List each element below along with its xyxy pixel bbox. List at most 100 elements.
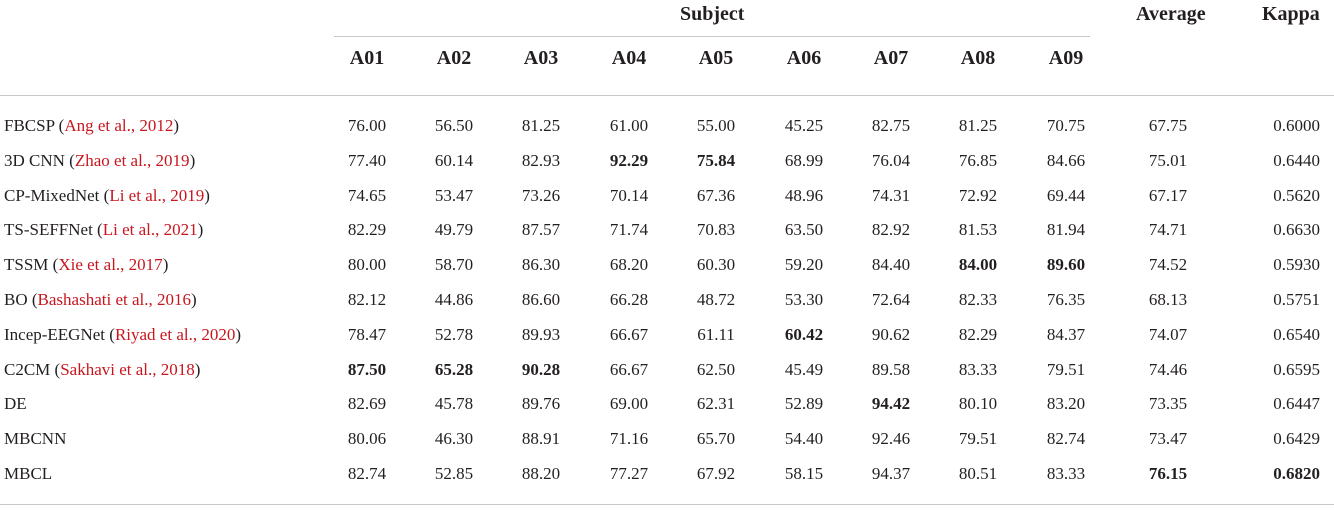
kappa-cell: 0.6630 [1273, 220, 1320, 239]
method-name: TS-SEFFNet [4, 220, 93, 239]
citation-link[interactable]: Bashashati et al., 2016 [37, 290, 191, 309]
citation-link[interactable]: Ang et al., 2012 [64, 116, 174, 135]
citation-link[interactable]: Sakhavi et al., 2018 [60, 360, 195, 379]
accuracy-cell-a04: 92.29 [609, 151, 649, 170]
accuracy-cell-a07: 76.04 [871, 151, 911, 170]
accuracy-cell-a01: 82.12 [347, 290, 387, 309]
accuracy-cell-a07: 82.92 [871, 220, 911, 239]
accuracy-cell-a02: 52.85 [434, 464, 474, 483]
accuracy-cell-a05: 61.11 [697, 325, 735, 344]
accuracy-cell-a03: 88.91 [521, 429, 561, 448]
table-row: TSSM (Xie et al., 2017) 80.00 58.70 86.30 68… [0, 250, 1334, 280]
accuracy-cell-a03: 89.93 [521, 325, 561, 344]
accuracy-cell-a09: 76.35 [1046, 290, 1086, 309]
accuracy-cell-a08: 80.10 [958, 394, 998, 413]
accuracy-cell-a01: 78.47 [347, 325, 387, 344]
method-name: TSSM [4, 255, 49, 274]
average-cell: 76.15 [1148, 464, 1188, 483]
accuracy-cell-a05: 65.70 [696, 429, 736, 448]
accuracy-cell-a09: 83.33 [1046, 464, 1086, 483]
accuracy-cell-a06: 60.42 [784, 325, 824, 344]
accuracy-cell-a06: 63.50 [784, 220, 824, 239]
citation-link[interactable]: Zhao et al., 2019 [74, 151, 190, 170]
method-name: 3D CNN [4, 151, 65, 170]
accuracy-cell-a01: 82.74 [347, 464, 387, 483]
subject-group-rule [334, 36, 1090, 37]
kappa-cell: 0.6000 [1273, 116, 1320, 135]
subject-header-a07: A07 [873, 47, 909, 69]
table-row: CP-MixedNet (Li et al., 2019) 74.65 53.47 7… [0, 181, 1334, 211]
citation-link[interactable]: Li et al., 2021 [102, 220, 198, 239]
accuracy-cell-a04: 68.20 [609, 255, 649, 274]
accuracy-cell-a04: 69.00 [609, 394, 649, 413]
accuracy-cell-a05: 55.00 [696, 116, 736, 135]
citation-link[interactable]: Li et al., 2019 [109, 186, 205, 205]
method-cell: TSSM (Xie et al., 2017) [4, 255, 169, 274]
kappa-cell: 0.5930 [1273, 255, 1320, 274]
average-cell: 74.71 [1148, 220, 1188, 239]
method-cell: MBCNN [4, 424, 66, 454]
accuracy-cell-a08: 83.33 [958, 360, 998, 379]
table-row: C2CM (Sakhavi et al., 2018) 87.50 65.28 90.… [0, 355, 1334, 385]
accuracy-cell-a04: 71.16 [609, 429, 649, 448]
accuracy-cell-a01: 82.29 [347, 220, 387, 239]
method-cell: CP-MixedNet (Li et al., 2019) [4, 186, 210, 205]
method-cell: C2CM (Sakhavi et al., 2018) [4, 360, 201, 379]
accuracy-cell-a05: 48.72 [696, 290, 736, 309]
kappa-cell: 0.5620 [1273, 186, 1320, 205]
subject-header-a05: A05 [698, 47, 734, 69]
table-row: Incep-EEGNet (Riyad et al., 2020) 78.47 52… [0, 320, 1334, 350]
accuracy-cell-a07: 82.75 [871, 116, 911, 135]
accuracy-cell-a03: 86.30 [521, 255, 561, 274]
kappa-cell: 0.6595 [1273, 360, 1320, 379]
accuracy-cell-a03: 73.26 [521, 186, 561, 205]
method-cell: MBCL [4, 459, 52, 489]
accuracy-cell-a08: 81.53 [958, 220, 998, 239]
accuracy-cell-a03: 90.28 [521, 360, 561, 379]
accuracy-cell-a03: 87.57 [521, 220, 561, 239]
accuracy-cell-a06: 68.99 [784, 151, 824, 170]
accuracy-cell-a07: 72.64 [871, 290, 911, 309]
subject-header-a03: A03 [523, 47, 559, 69]
accuracy-cell-a02: 46.30 [434, 429, 474, 448]
method-name: CP-MixedNet [4, 186, 100, 205]
table-row: FBCSP (Ang et al., 2012) 76.00 56.50 81.25 6… [0, 111, 1334, 141]
accuracy-cell-a04: 66.28 [609, 290, 649, 309]
accuracy-cell-a07: 84.40 [871, 255, 911, 274]
accuracy-cell-a03: 86.60 [521, 290, 561, 309]
table-bottom-rule [0, 504, 1334, 505]
method-cell: 3D CNN (Zhao et al., 2019) [4, 151, 196, 170]
accuracy-cell-a07: 94.42 [871, 394, 911, 413]
citation-link[interactable]: Riyad et al., 2020 [114, 325, 236, 344]
accuracy-cell-a06: 54.40 [784, 429, 824, 448]
accuracy-cell-a05: 70.83 [696, 220, 736, 239]
accuracy-cell-a01: 74.65 [347, 186, 387, 205]
accuracy-cell-a06: 53.30 [784, 290, 824, 309]
method-name: DE [4, 394, 27, 413]
accuracy-cell-a07: 89.58 [871, 360, 911, 379]
accuracy-cell-a09: 79.51 [1046, 360, 1086, 379]
average-cell: 74.07 [1148, 325, 1188, 344]
accuracy-cell-a09: 84.66 [1046, 151, 1086, 170]
accuracy-cell-a08: 79.51 [958, 429, 998, 448]
method-name: Incep-EEGNet [4, 325, 106, 344]
average-cell: 73.47 [1148, 429, 1188, 448]
accuracy-cell-a05: 62.50 [696, 360, 736, 379]
accuracy-cell-a05: 67.36 [696, 186, 736, 205]
accuracy-cell-a04: 71.74 [609, 220, 649, 239]
average-cell: 67.17 [1148, 186, 1188, 205]
method-cell: FBCSP (Ang et al., 2012) [4, 116, 180, 135]
accuracy-cell-a09: 81.94 [1046, 220, 1086, 239]
table-row: TS-SEFFNet (Li et al., 2021) 82.29 49.79 87… [0, 215, 1334, 245]
accuracy-cell-a05: 62.31 [696, 394, 736, 413]
citation-link[interactable]: Xie et al., 2017 [58, 255, 163, 274]
method-name: FBCSP [4, 116, 55, 135]
method-cell: BO (Bashashati et al., 2016) [4, 290, 197, 309]
kappa-cell: 0.6429 [1273, 429, 1320, 448]
table-row: BO (Bashashati et al., 2016) 82.12 44.86 86… [0, 285, 1334, 315]
accuracy-cell-a02: 44.86 [434, 290, 474, 309]
accuracy-cell-a04: 66.67 [609, 325, 649, 344]
accuracy-cell-a07: 92.46 [871, 429, 911, 448]
accuracy-cell-a02: 60.14 [434, 151, 474, 170]
accuracy-cell-a05: 60.30 [696, 255, 736, 274]
